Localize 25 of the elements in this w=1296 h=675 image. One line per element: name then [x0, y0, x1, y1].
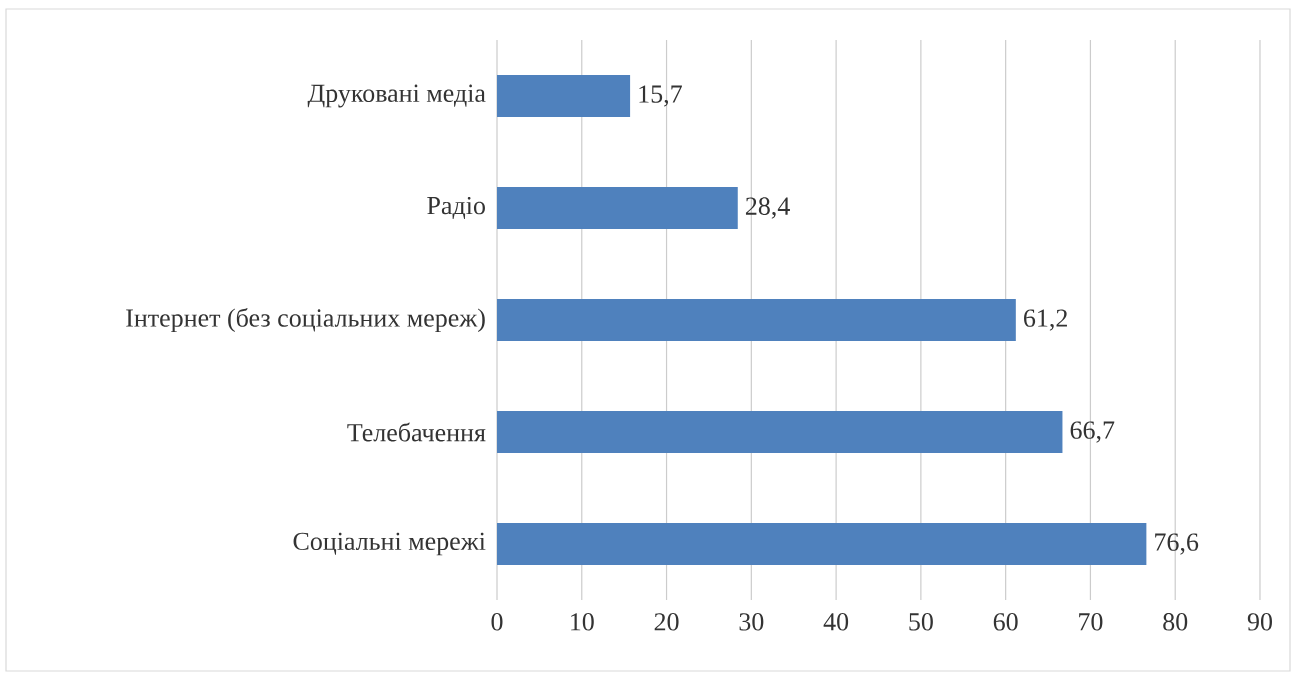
bar [497, 75, 631, 118]
x-tick-label: 20 [654, 613, 679, 631]
x-tick-label: 40 [823, 613, 849, 631]
x-tick-label: 80 [1163, 613, 1188, 631]
data-label: 28,4 [745, 197, 790, 219]
x-tick-label: 90 [1247, 613, 1272, 631]
bar [497, 411, 1063, 454]
x-tick-label: 70 [1079, 613, 1103, 631]
x-tick-label: 10 [571, 613, 594, 631]
x-tick-label: 50 [909, 613, 933, 631]
x-tick-label: 30 [739, 613, 764, 631]
data-label: 15,7 [639, 85, 682, 107]
data-label: 66,7 [1070, 421, 1115, 443]
bar [497, 187, 738, 229]
y-tick-label: Інтернет (без соціальних мереж) [126, 307, 485, 333]
data-label: 61,2 [1024, 309, 1067, 331]
bar [497, 299, 1016, 342]
data-label: 76,6 [1155, 533, 1199, 555]
y-tick-label: Друковані медіа [307, 84, 486, 108]
y-tick-label: Телебачення [347, 422, 486, 442]
x-tick-label: 60 [993, 613, 1018, 631]
y-tick-label: Соціальні мережі [293, 532, 486, 556]
x-tick-label: 0 [491, 613, 503, 631]
y-tick-label: Радіо [427, 196, 485, 220]
bar [497, 523, 1147, 566]
